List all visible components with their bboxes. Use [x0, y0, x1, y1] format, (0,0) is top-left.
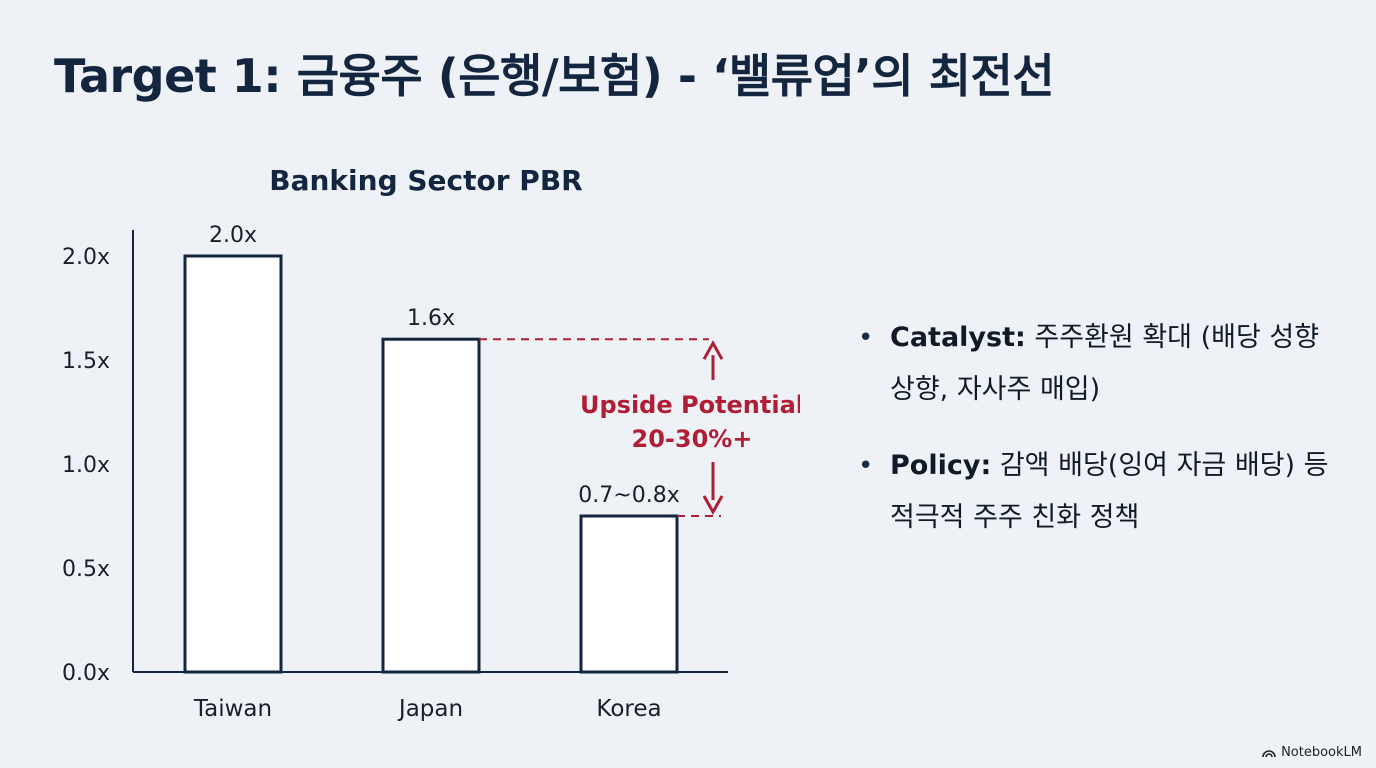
bullet-list: • Catalyst: 주주환원 확대 (배당 성향 상향, 자사주 매입) •…	[858, 312, 1338, 568]
y-tick-label: 1.5x	[62, 349, 110, 374]
bullet-catalyst: • Catalyst: 주주환원 확대 (배당 성향 상향, 자사주 매입)	[858, 312, 1338, 416]
bar-taiwan	[183, 254, 283, 674]
annotation-arrow-up-head	[702, 340, 724, 360]
y-tick-label: 0.5x	[62, 557, 110, 582]
annotation-label-line1: Upside Potential	[580, 391, 800, 419]
pbr-bar-chart: Banking Sector PBR 0.0x 0.5x 1.0x 1.5x 2.0x 2.…	[62, 164, 800, 722]
bullet-key-catalyst: Catalyst:	[890, 322, 1026, 353]
bullet-policy: • Policy: 감액 배당(잉여 자금 배당) 등 적극적 주주 친화 정책	[858, 440, 1338, 544]
data-label-japan: 1.6x	[407, 306, 455, 331]
notebooklm-logo-icon	[1262, 749, 1276, 757]
notebooklm-watermark: NotebookLM	[1262, 745, 1362, 760]
x-tick-label: Korea	[596, 696, 661, 722]
annotation-arrow-down-head	[702, 495, 724, 516]
bullet-dot: •	[858, 451, 874, 481]
chart-title: Banking Sector PBR	[269, 164, 582, 197]
bar-korea	[579, 514, 679, 674]
bullet-text-policy: 감액 배당(잉여 자금 배당) 등 적극적 주주 친화 정책	[890, 450, 1329, 533]
y-tick-label: 0.0x	[62, 661, 110, 686]
y-tick-label: 2.0x	[62, 245, 110, 270]
bullet-key-policy: Policy:	[890, 450, 992, 481]
annotation-label-line2: 20-30%+	[632, 425, 753, 453]
x-tick-label: Japan	[397, 696, 463, 722]
bullet-dot: •	[858, 323, 874, 353]
y-tick-label: 1.0x	[62, 453, 110, 478]
bullet-text-catalyst: 주주환원 확대 (배당 성향 상향, 자사주 매입)	[890, 322, 1320, 405]
data-label-korea: 0.7~0.8x	[578, 483, 679, 508]
x-tick-label: Taiwan	[193, 696, 272, 722]
brand-label: NotebookLM	[1281, 745, 1362, 760]
bar-japan	[381, 337, 481, 674]
page-title: Target 1: 금융주 (은행/보험) - ‘밸류업’의 최전선	[54, 49, 1055, 103]
data-label-taiwan: 2.0x	[209, 223, 257, 248]
